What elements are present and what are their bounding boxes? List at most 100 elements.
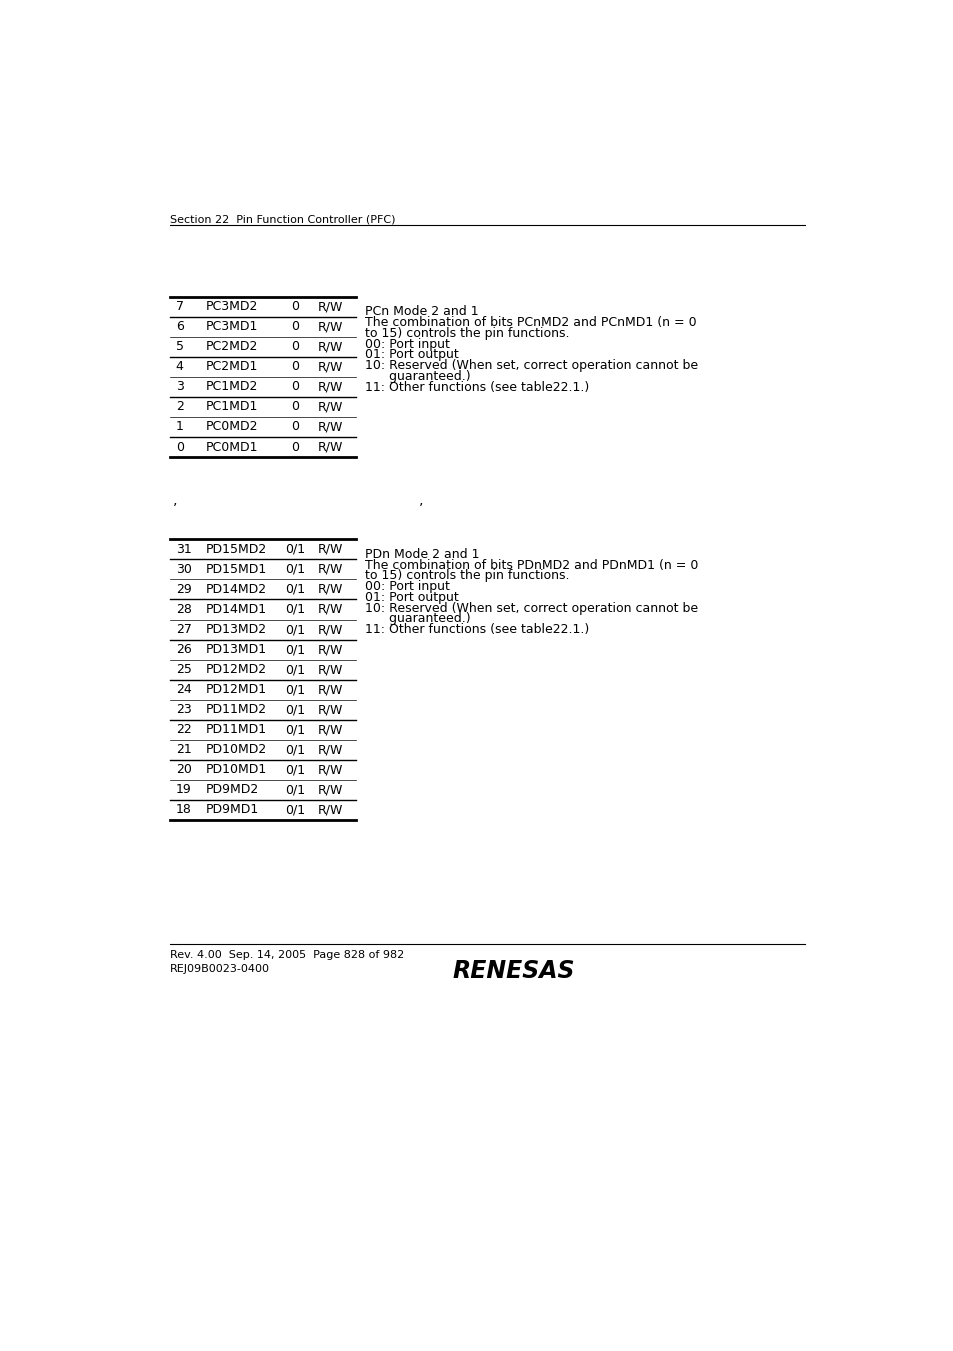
Text: 29: 29 — [175, 584, 192, 596]
Text: 0: 0 — [292, 400, 299, 413]
Text: R/W: R/W — [317, 723, 343, 736]
Text: PC1MD2: PC1MD2 — [205, 381, 257, 393]
Text: PD13MD2: PD13MD2 — [205, 623, 266, 636]
Text: 4: 4 — [175, 361, 184, 373]
Text: 0/1: 0/1 — [285, 603, 305, 616]
Text: R/W: R/W — [317, 663, 343, 676]
Text: PC3MD2: PC3MD2 — [205, 300, 257, 313]
Text: PD15MD2: PD15MD2 — [205, 543, 266, 555]
Text: to 15) controls the pin functions.: to 15) controls the pin functions. — [365, 327, 569, 340]
Text: 0/1: 0/1 — [285, 784, 305, 796]
Text: PDn Mode 2 and 1: PDn Mode 2 and 1 — [365, 549, 479, 561]
Text: PC3MD1: PC3MD1 — [205, 320, 257, 334]
Text: 27: 27 — [175, 623, 192, 636]
Text: 00: Port input: 00: Port input — [365, 580, 449, 593]
Text: 0/1: 0/1 — [285, 563, 305, 576]
Text: guaranteed.): guaranteed.) — [365, 370, 470, 382]
Text: R/W: R/W — [317, 804, 343, 816]
Text: 28: 28 — [175, 603, 192, 616]
Text: 0/1: 0/1 — [285, 763, 305, 777]
Text: PCn Mode 2 and 1: PCn Mode 2 and 1 — [365, 305, 478, 319]
Text: 23: 23 — [175, 703, 192, 716]
Text: PD10MD1: PD10MD1 — [205, 763, 266, 777]
Text: 0/1: 0/1 — [285, 743, 305, 757]
Text: 0/1: 0/1 — [285, 703, 305, 716]
Text: PD12MD2: PD12MD2 — [205, 663, 266, 676]
Text: PC0MD2: PC0MD2 — [205, 420, 257, 434]
Text: R/W: R/W — [317, 420, 343, 434]
Text: PC2MD2: PC2MD2 — [205, 340, 257, 354]
Text: 10: Reserved (When set, correct operation cannot be: 10: Reserved (When set, correct operatio… — [365, 601, 698, 615]
Text: 01: Port output: 01: Port output — [365, 349, 458, 362]
Text: 26: 26 — [175, 643, 192, 657]
Text: ’: ’ — [419, 501, 423, 516]
Text: 0/1: 0/1 — [285, 643, 305, 657]
Text: R/W: R/W — [317, 703, 343, 716]
Text: 01: Port output: 01: Port output — [365, 590, 458, 604]
Text: 0/1: 0/1 — [285, 663, 305, 676]
Text: 0/1: 0/1 — [285, 584, 305, 596]
Text: 0/1: 0/1 — [285, 723, 305, 736]
Text: R/W: R/W — [317, 563, 343, 576]
Text: 11: Other functions (see table22.1.): 11: Other functions (see table22.1.) — [365, 623, 589, 636]
Text: PD11MD2: PD11MD2 — [205, 703, 266, 716]
Text: 18: 18 — [175, 804, 192, 816]
Text: R/W: R/W — [317, 361, 343, 373]
Text: 25: 25 — [175, 663, 192, 676]
Text: 0/1: 0/1 — [285, 543, 305, 555]
Text: PD11MD1: PD11MD1 — [205, 723, 266, 736]
Text: PC2MD1: PC2MD1 — [205, 361, 257, 373]
Text: R/W: R/W — [317, 684, 343, 696]
Text: PD13MD1: PD13MD1 — [205, 643, 266, 657]
Text: R/W: R/W — [317, 320, 343, 334]
Text: R/W: R/W — [317, 784, 343, 796]
Text: 10: Reserved (When set, correct operation cannot be: 10: Reserved (When set, correct operatio… — [365, 359, 698, 372]
Text: 22: 22 — [175, 723, 192, 736]
Text: 0: 0 — [292, 440, 299, 454]
Text: 24: 24 — [175, 684, 192, 696]
Text: 0: 0 — [292, 340, 299, 354]
Text: PD9MD1: PD9MD1 — [205, 804, 258, 816]
Text: R/W: R/W — [317, 584, 343, 596]
Text: R/W: R/W — [317, 440, 343, 454]
Text: 00: Port input: 00: Port input — [365, 338, 449, 351]
Text: 0/1: 0/1 — [285, 623, 305, 636]
Text: R/W: R/W — [317, 763, 343, 777]
Text: R/W: R/W — [317, 381, 343, 393]
Text: to 15) controls the pin functions.: to 15) controls the pin functions. — [365, 570, 569, 582]
Text: 3: 3 — [175, 381, 184, 393]
Text: Section 22  Pin Function Controller (PFC): Section 22 Pin Function Controller (PFC) — [170, 215, 395, 224]
Text: The combination of bits PCnMD2 and PCnMD1 (n = 0: The combination of bits PCnMD2 and PCnMD… — [365, 316, 696, 330]
Text: 0/1: 0/1 — [285, 684, 305, 696]
Text: 11: Other functions (see table22.1.): 11: Other functions (see table22.1.) — [365, 381, 589, 393]
Text: PD9MD2: PD9MD2 — [205, 784, 258, 796]
Text: 2: 2 — [175, 400, 184, 413]
Text: R/W: R/W — [317, 623, 343, 636]
Text: 21: 21 — [175, 743, 192, 757]
Text: The combination of bits PDnMD2 and PDnMD1 (n = 0: The combination of bits PDnMD2 and PDnMD… — [365, 559, 698, 571]
Text: 0: 0 — [175, 440, 184, 454]
Text: PD14MD1: PD14MD1 — [205, 603, 266, 616]
Text: 0: 0 — [292, 381, 299, 393]
Text: PD12MD1: PD12MD1 — [205, 684, 266, 696]
Text: 30: 30 — [175, 563, 192, 576]
Text: 0: 0 — [292, 320, 299, 334]
Text: 20: 20 — [175, 763, 192, 777]
Text: PC0MD1: PC0MD1 — [205, 440, 257, 454]
Text: REJ09B0023-0400: REJ09B0023-0400 — [170, 965, 270, 974]
Text: PD14MD2: PD14MD2 — [205, 584, 266, 596]
Text: 0/1: 0/1 — [285, 804, 305, 816]
Text: 0: 0 — [292, 420, 299, 434]
Text: R/W: R/W — [317, 643, 343, 657]
Text: R/W: R/W — [317, 300, 343, 313]
Text: PD15MD1: PD15MD1 — [205, 563, 266, 576]
Text: ’: ’ — [172, 501, 177, 516]
Text: 1: 1 — [175, 420, 184, 434]
Text: PC1MD1: PC1MD1 — [205, 400, 257, 413]
Text: R/W: R/W — [317, 603, 343, 616]
Text: Rev. 4.00  Sep. 14, 2005  Page 828 of 982: Rev. 4.00 Sep. 14, 2005 Page 828 of 982 — [170, 950, 403, 959]
Text: 6: 6 — [175, 320, 184, 334]
Text: R/W: R/W — [317, 543, 343, 555]
Text: R/W: R/W — [317, 340, 343, 354]
Text: PD10MD2: PD10MD2 — [205, 743, 266, 757]
